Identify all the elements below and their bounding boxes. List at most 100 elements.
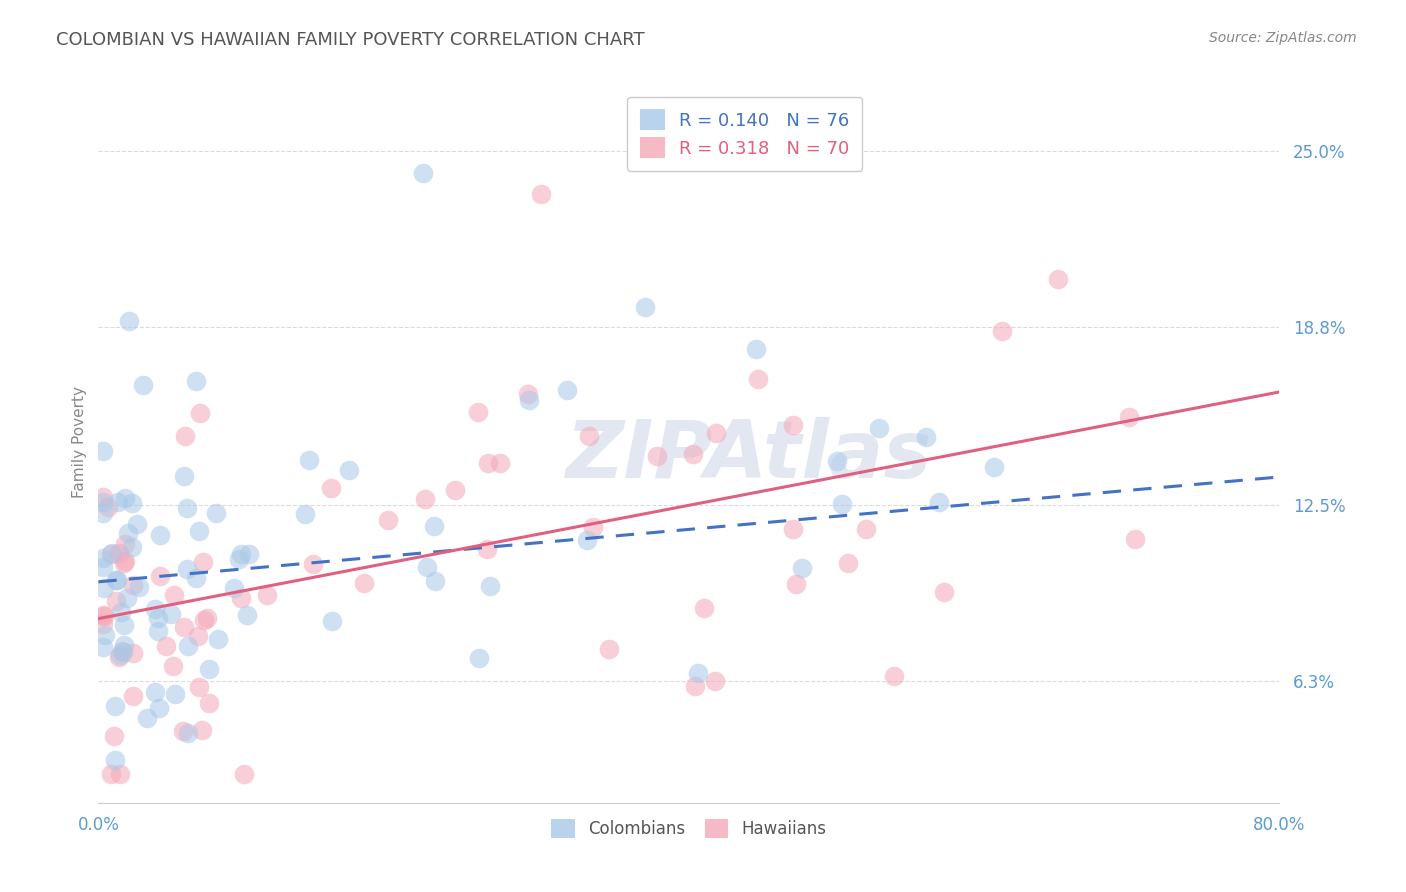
Point: [91, 559, 114, 574]
Point: [143, 602, 166, 616]
Point: [686, 666, 709, 681]
Point: [149, 528, 172, 542]
Point: [100, 546, 122, 560]
Point: [576, 533, 599, 547]
Point: [928, 495, 950, 509]
Point: [100, 547, 122, 561]
Point: [155, 639, 177, 653]
Point: [135, 711, 157, 725]
Point: [991, 324, 1014, 338]
Point: [163, 588, 186, 602]
Point: [229, 591, 252, 606]
Point: [188, 524, 211, 538]
Point: [104, 573, 127, 587]
Point: [93, 581, 115, 595]
Point: [831, 497, 853, 511]
Text: COLOMBIAN VS HAWAIIAN FAMILY POVERTY CORRELATION CHART: COLOMBIAN VS HAWAIIAN FAMILY POVERTY COR…: [56, 31, 645, 49]
Point: [195, 611, 218, 625]
Point: [146, 611, 169, 625]
Point: [104, 594, 127, 608]
Text: Source: ZipAtlas.com: Source: ZipAtlas.com: [1209, 31, 1357, 45]
Point: [107, 494, 129, 508]
Point: [598, 642, 620, 657]
Point: [693, 601, 716, 615]
Point: [423, 574, 446, 588]
Point: [294, 507, 316, 521]
Point: [321, 614, 343, 628]
Point: [104, 753, 127, 767]
Point: [790, 560, 813, 574]
Point: [177, 726, 200, 740]
Point: [467, 405, 489, 419]
Point: [108, 546, 131, 560]
Point: [112, 638, 135, 652]
Point: [146, 624, 169, 639]
Point: [122, 578, 145, 592]
Point: [115, 591, 138, 606]
Point: [91, 490, 114, 504]
Text: ZIPAtlas: ZIPAtlas: [565, 417, 931, 495]
Point: [582, 520, 605, 534]
Point: [298, 453, 321, 467]
Point: [479, 579, 502, 593]
Point: [232, 767, 254, 781]
Point: [683, 679, 706, 693]
Y-axis label: Family Poverty: Family Poverty: [72, 385, 87, 498]
Point: [149, 569, 172, 583]
Point: [162, 659, 184, 673]
Point: [1118, 410, 1140, 425]
Point: [825, 454, 848, 468]
Point: [228, 552, 250, 566]
Point: [91, 444, 114, 458]
Point: [143, 685, 166, 699]
Point: [118, 313, 141, 327]
Point: [634, 300, 657, 314]
Point: [122, 689, 145, 703]
Point: [111, 644, 134, 658]
Point: [855, 522, 877, 536]
Point: [704, 425, 727, 440]
Point: [477, 456, 499, 470]
Point: [682, 447, 704, 461]
Point: [413, 492, 436, 507]
Point: [117, 526, 139, 541]
Legend: Colombians, Hawaiians: Colombians, Hawaiians: [544, 813, 834, 845]
Point: [517, 386, 540, 401]
Point: [204, 506, 226, 520]
Point: [132, 378, 155, 392]
Point: [555, 383, 578, 397]
Point: [97, 500, 120, 514]
Point: [416, 560, 439, 574]
Point: [173, 620, 195, 634]
Point: [222, 581, 245, 595]
Point: [114, 554, 136, 568]
Point: [176, 500, 198, 515]
Point: [983, 460, 1005, 475]
Point: [114, 491, 136, 505]
Point: [229, 547, 252, 561]
Point: [91, 607, 114, 622]
Point: [193, 613, 215, 627]
Point: [91, 506, 114, 520]
Point: [647, 449, 669, 463]
Point: [122, 647, 145, 661]
Point: [837, 556, 859, 570]
Point: [108, 767, 131, 781]
Point: [110, 605, 132, 619]
Point: [187, 680, 209, 694]
Point: [184, 375, 207, 389]
Point: [127, 517, 149, 532]
Point: [868, 421, 890, 435]
Point: [103, 729, 125, 743]
Point: [91, 617, 114, 632]
Point: [190, 723, 212, 738]
Point: [423, 519, 446, 533]
Point: [184, 571, 207, 585]
Point: [747, 372, 769, 386]
Point: [188, 406, 211, 420]
Point: [238, 548, 260, 562]
Point: [91, 550, 114, 565]
Point: [377, 513, 399, 527]
Point: [703, 673, 725, 688]
Point: [578, 428, 600, 442]
